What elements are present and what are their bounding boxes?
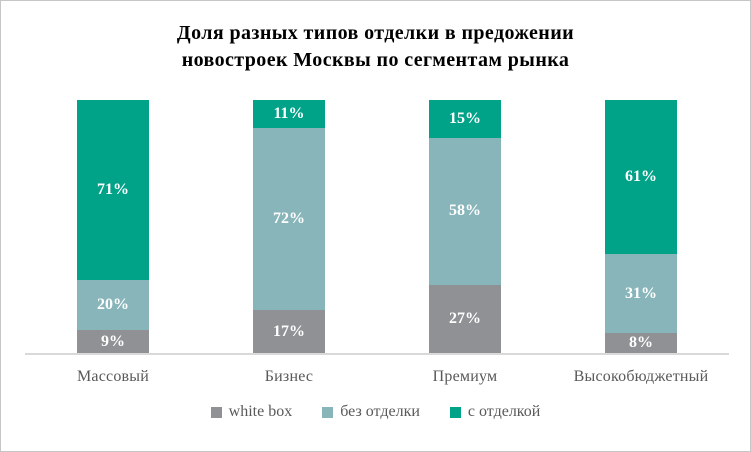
bar-segment: 9% xyxy=(77,330,149,353)
bar-value-label: 71% xyxy=(97,180,129,198)
bar-value-label: 20% xyxy=(97,295,129,313)
stacked-bar-3: 27% 58% 15% xyxy=(429,100,501,353)
category-label: Массовый xyxy=(77,368,149,385)
bar-value-label: 58% xyxy=(449,202,481,220)
bar-segment: 20% xyxy=(77,279,149,331)
legend-item: с отделкой xyxy=(449,403,541,421)
legend-label: с отделкой xyxy=(467,403,541,420)
category-label: Высокобюджетный xyxy=(573,368,709,385)
category-label: Премиум xyxy=(432,368,498,385)
chart-title: Доля разных типов отделки в предожении н… xyxy=(1,1,750,74)
bar-column-1: 9% 20% 71% xyxy=(25,100,201,353)
chart-title-line1: Доля разных типов отделки в предожении xyxy=(176,22,575,44)
legend-label: без отделки xyxy=(340,403,420,420)
legend: white box без отделки с отделкой xyxy=(1,403,750,421)
legend-label: white box xyxy=(228,403,293,420)
chart-title-line2: новостроек Москвы по сегментам рынка xyxy=(181,49,570,71)
stacked-bar-2: 17% 72% 11% xyxy=(253,100,325,353)
stacked-bar-1: 9% 20% 71% xyxy=(77,100,149,353)
bar-value-label: 9% xyxy=(101,332,125,350)
bar-segment: 31% xyxy=(605,254,677,333)
legend-swatch-icon xyxy=(449,406,461,418)
bar-column-3: 27% 58% 15% xyxy=(377,100,553,353)
legend-swatch-icon xyxy=(322,406,334,418)
plot-area: 9% 20% 71% 17% 72% 11% 27% 58% 15% 8% 31% 61% xyxy=(25,100,729,355)
bar-segment: 17% xyxy=(253,310,325,353)
legend-item: без отделки xyxy=(322,403,420,421)
stacked-bar-4: 8% 31% 61% xyxy=(605,100,677,353)
category-axis: Массовый Бизнес Премиум Высокобюджетный xyxy=(25,355,729,386)
bar-segment: 72% xyxy=(253,127,325,310)
bar-segment: 27% xyxy=(429,284,501,353)
bar-column-4: 8% 31% 61% xyxy=(553,100,729,353)
category-label: Бизнес xyxy=(264,368,314,385)
bar-value-label: 61% xyxy=(625,168,657,186)
legend-swatch-icon xyxy=(210,406,222,418)
bar-column-2: 17% 72% 11% xyxy=(201,100,377,353)
bar-value-label: 15% xyxy=(449,110,481,127)
bar-segment: 71% xyxy=(77,100,149,280)
legend-item: white box xyxy=(210,403,293,421)
bar-segment: 61% xyxy=(605,100,677,255)
bar-value-label: 31% xyxy=(625,284,657,302)
bar-segment: 8% xyxy=(605,332,677,353)
bar-segment: 15% xyxy=(429,100,501,138)
bar-value-label: 72% xyxy=(273,209,305,227)
bar-value-label: 27% xyxy=(449,309,481,327)
bar-segment: 11% xyxy=(253,100,325,128)
bar-segment: 58% xyxy=(429,137,501,285)
bar-value-label: 11% xyxy=(273,104,305,122)
bar-value-label: 8% xyxy=(629,333,653,351)
bar-value-label: 17% xyxy=(273,322,305,340)
